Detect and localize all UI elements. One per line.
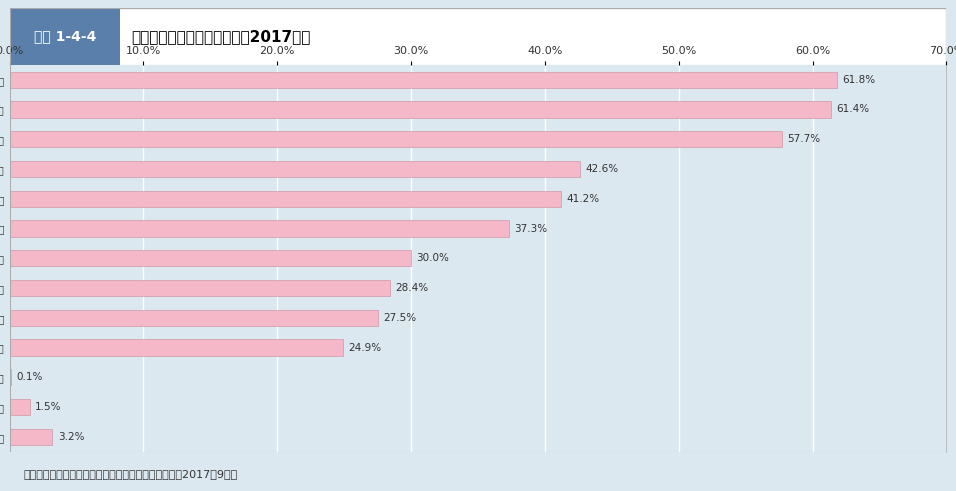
Text: 41.2%: 41.2% [566,194,599,204]
Bar [10,8,120,65]
Text: 資料：内閣府「科学技術と社会に関する世論調査」（2017年9月）: 資料：内閣府「科学技術と社会に関する世論調査」（2017年9月） [24,469,238,479]
Text: 3.2%: 3.2% [57,432,84,442]
Bar [10,339,343,356]
Bar [10,250,411,267]
Text: 科学技術が貢献すべき分野（2017年）: 科学技術が貢献すべき分野（2017年） [131,29,311,44]
Text: 37.3%: 37.3% [514,223,547,234]
Text: 30.0%: 30.0% [417,253,449,263]
Bar [10,101,832,118]
Bar [10,280,390,296]
Text: 61.4%: 61.4% [836,105,870,114]
Bar [10,369,11,385]
Bar [10,429,53,445]
Text: 0.1%: 0.1% [16,372,43,382]
Text: 61.8%: 61.8% [842,75,875,84]
Bar [10,310,378,326]
Bar [10,161,579,177]
Bar [10,131,782,147]
Bar [10,399,30,415]
Text: 27.5%: 27.5% [383,313,416,323]
Text: 1.5%: 1.5% [35,402,61,412]
Bar [10,72,836,88]
Text: 24.9%: 24.9% [348,343,381,353]
Text: 57.7%: 57.7% [787,134,820,144]
Text: 42.6%: 42.6% [585,164,619,174]
Bar [10,191,561,207]
Bar [10,220,509,237]
Text: 図表 1-4-4: 図表 1-4-4 [33,29,96,44]
Text: 28.4%: 28.4% [395,283,428,293]
